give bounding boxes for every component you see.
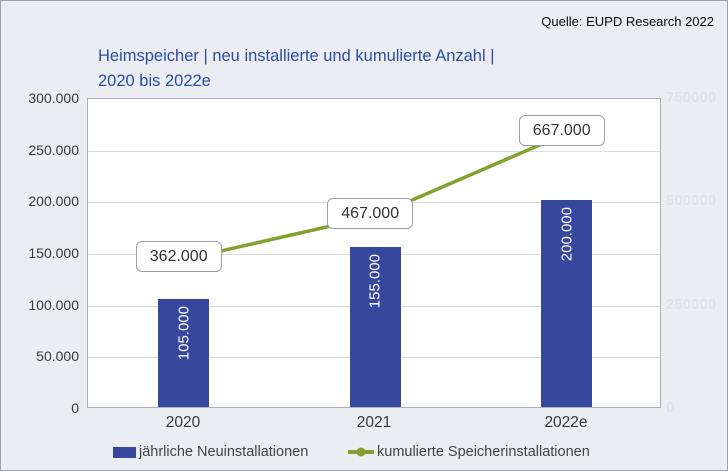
x-axis-label-2021: 2021: [356, 414, 392, 431]
bar-2021: 155.000: [349, 246, 401, 407]
legend-label-cumulative: kumulierte Speicherinstallationen: [377, 444, 590, 460]
x-axis-label-2020: 2020: [165, 414, 201, 431]
left-axis-tick: 200.000: [28, 193, 79, 209]
left-axis-tick: 300.000: [28, 90, 79, 106]
cumulative-line: [183, 131, 568, 262]
plot-area: 105.000 155.000 200.000 362.000 467.000 …: [87, 98, 661, 408]
chart-title-line-2: 2020 bis 2022e: [98, 72, 211, 90]
chart-title: Heimspeicher | neu installierte und kumu…: [98, 44, 608, 94]
right-axis-tick: 0: [666, 399, 675, 416]
bar-2020: 105.000: [158, 298, 210, 407]
gridline: [88, 151, 660, 152]
callout-2021: 467.000: [327, 197, 414, 229]
callout-2022e: 667.000: [518, 114, 605, 146]
chart-title-line-1: Heimspeicher | neu installierte und kumu…: [98, 47, 495, 65]
right-axis-tick: 500000: [666, 192, 717, 209]
left-axis-tick: 150.000: [28, 245, 79, 261]
left-axis-tick: 50.000: [36, 348, 79, 364]
bar-2022e: 200.000: [541, 200, 593, 407]
source-credit: Quelle: EUPD Research 2022: [541, 14, 714, 29]
legend-item-cumulative: kumulierte Speicherinstallationen: [348, 443, 590, 461]
legend-item-new-installations: jährliche Neuinstallationen: [113, 443, 308, 461]
line-dot-icon: [356, 447, 366, 457]
callout-2020: 362.000: [135, 240, 222, 272]
x-axis: 2020 2021 2022e: [87, 414, 661, 434]
right-axis-tick: 250000: [666, 296, 717, 313]
left-axis-tick: 250.000: [28, 142, 79, 158]
legend-label-new-installations: jährliche Neuinstallationen: [139, 444, 309, 460]
bar-swatch-icon: [113, 446, 136, 458]
right-axis-tick: 750000: [666, 89, 717, 106]
x-axis-label-2022e: 2022e: [544, 414, 588, 431]
left-axis-tick: 0: [71, 400, 79, 416]
line-marker-icon: [348, 447, 374, 457]
left-axis-tick: 100.000: [28, 297, 79, 313]
